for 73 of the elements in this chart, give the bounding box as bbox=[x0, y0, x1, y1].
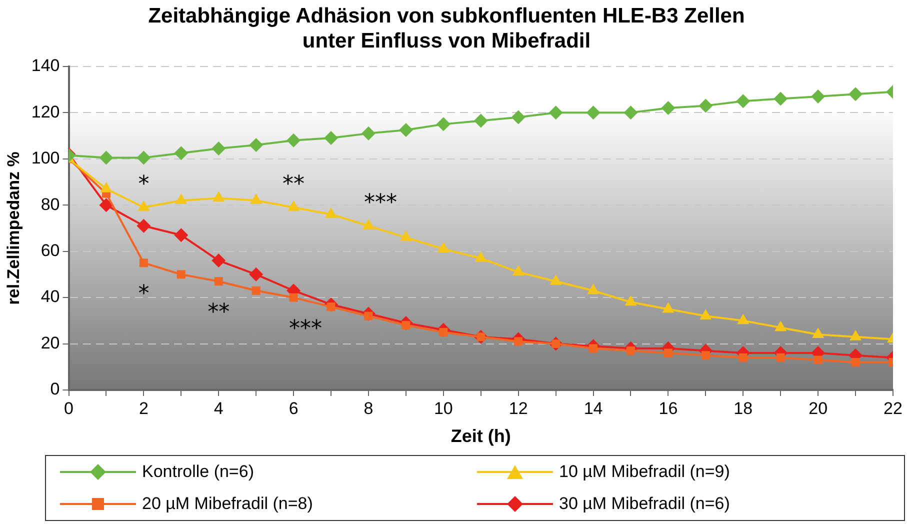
point bbox=[811, 89, 826, 104]
point bbox=[286, 133, 301, 148]
x-tick-label: 6 bbox=[288, 398, 298, 418]
point bbox=[212, 254, 226, 268]
point bbox=[661, 101, 676, 116]
point bbox=[700, 309, 712, 320]
point bbox=[249, 138, 264, 152]
point bbox=[851, 358, 860, 367]
x-tick-label: 22 bbox=[884, 398, 902, 418]
point bbox=[174, 146, 188, 160]
y-axis-title: rel.Zellimpedanz % bbox=[4, 152, 23, 305]
point bbox=[814, 356, 822, 364]
y-tick-label: 140 bbox=[31, 56, 60, 76]
y-tick-label: 100 bbox=[31, 148, 60, 168]
point bbox=[324, 131, 338, 146]
point bbox=[774, 92, 788, 106]
point bbox=[136, 150, 151, 165]
point bbox=[812, 328, 824, 338]
point bbox=[848, 87, 863, 102]
y-tick-label: 60 bbox=[40, 241, 60, 260]
annotation: *** bbox=[364, 190, 397, 216]
x-tick-label: 20 bbox=[808, 398, 828, 418]
chart-title: Zeitabhängige Adhäsion von subkonfluenten HLE-B3 Zellen unter Einfluss von Mibefradil bbox=[148, 4, 745, 53]
point bbox=[701, 351, 710, 360]
point bbox=[736, 94, 750, 108]
point bbox=[252, 286, 260, 295]
point bbox=[249, 267, 264, 282]
point bbox=[437, 242, 450, 253]
point bbox=[474, 114, 488, 128]
legend-label: 20 µM Mibefradil (n=8) bbox=[142, 494, 313, 514]
point bbox=[548, 106, 563, 120]
legend-label: 10 µM Mibefradil (n=9) bbox=[559, 462, 730, 482]
point bbox=[214, 277, 223, 286]
y-tick-label: 0 bbox=[50, 380, 60, 399]
point bbox=[212, 141, 226, 156]
y-tick-label: 20 bbox=[40, 333, 60, 352]
point bbox=[289, 293, 298, 302]
point bbox=[511, 110, 526, 124]
point bbox=[698, 98, 713, 113]
x-tick-label: 10 bbox=[434, 398, 453, 418]
point bbox=[776, 353, 785, 362]
y-tick-label: 40 bbox=[40, 287, 60, 306]
x-tick-label: 16 bbox=[658, 398, 678, 418]
point bbox=[436, 117, 450, 132]
legend-label: 30 µM Mibefradil (n=6) bbox=[559, 494, 730, 514]
point bbox=[664, 348, 672, 358]
point bbox=[139, 258, 148, 268]
x-tick-label: 4 bbox=[214, 398, 224, 418]
point bbox=[738, 353, 748, 362]
legend-label: Kontrolle (n=6) bbox=[142, 462, 254, 482]
x-tick-label: 18 bbox=[734, 398, 753, 418]
annotation: * bbox=[138, 172, 150, 198]
x-axis-title: Zeit (h) bbox=[450, 426, 511, 446]
x-tick-label: 2 bbox=[138, 398, 148, 418]
annotation: ** bbox=[208, 300, 230, 326]
point bbox=[398, 122, 413, 137]
annotation: *** bbox=[289, 316, 322, 342]
point bbox=[586, 106, 600, 120]
point bbox=[361, 126, 376, 140]
x-tick-label: 8 bbox=[364, 398, 374, 418]
point bbox=[624, 106, 638, 120]
y-tick-label: 80 bbox=[40, 194, 60, 214]
annotation: ** bbox=[282, 172, 305, 198]
point bbox=[99, 198, 114, 212]
x-tick-label: 12 bbox=[508, 398, 528, 418]
annotation: * bbox=[138, 282, 150, 307]
point bbox=[136, 218, 151, 233]
point bbox=[174, 228, 188, 242]
point bbox=[99, 150, 114, 165]
x-tick-label: 14 bbox=[584, 398, 603, 418]
y-tick-label: 120 bbox=[31, 102, 60, 122]
x-tick-label: 0 bbox=[64, 398, 74, 418]
point bbox=[176, 270, 186, 279]
